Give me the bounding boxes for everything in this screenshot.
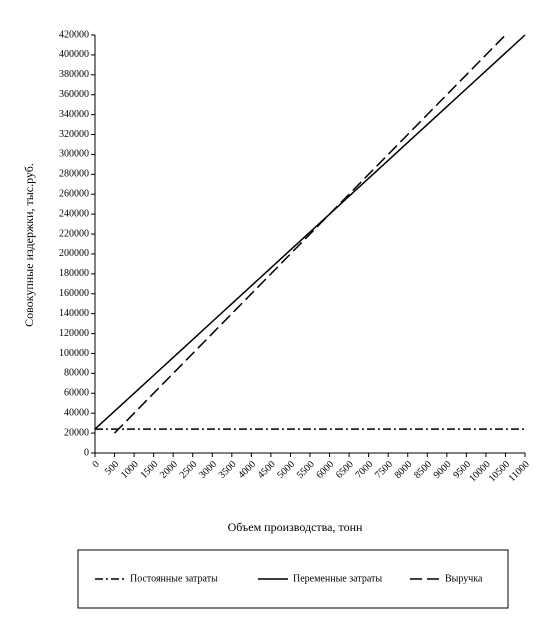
y-tick-label: 420000: [59, 29, 89, 40]
y-tick-label: 120000: [59, 328, 89, 339]
y-tick-label: 260000: [59, 189, 89, 200]
x-tick-label: 4500: [256, 459, 278, 481]
legend-label: Выручка: [445, 573, 483, 584]
legend-label: Постоянные затраты: [130, 573, 218, 584]
x-tick-label: 7000: [353, 459, 375, 481]
x-tick-label: 1500: [138, 459, 160, 481]
x-tick-label: 5500: [295, 459, 317, 481]
x-tick-label: 0: [90, 459, 101, 470]
x-tick-label: 5000: [275, 459, 297, 481]
y-tick-label: 360000: [59, 89, 89, 100]
x-tick-label: 10500: [487, 459, 512, 484]
y-tick-label: 140000: [59, 308, 89, 319]
y-tick-label: 380000: [59, 69, 89, 80]
y-axis-title: Совокупные издержки, тыс.руб.: [22, 163, 36, 327]
x-tick-label: 1000: [119, 459, 141, 481]
x-tick-label: 2500: [178, 459, 200, 481]
x-tick-label: 7500: [373, 459, 395, 481]
y-tick-label: 320000: [59, 129, 89, 140]
y-tick-label: 300000: [59, 149, 89, 160]
x-axis-title: Объем производства, тонн: [228, 520, 363, 534]
x-tick-label: 8000: [393, 459, 415, 481]
y-tick-label: 220000: [59, 228, 89, 239]
x-tick-label: 10000: [467, 459, 492, 484]
x-tick-label: 2000: [158, 459, 180, 481]
y-tick-label: 200000: [59, 248, 89, 259]
y-tick-label: 100000: [59, 348, 89, 359]
x-tick-label: 9000: [432, 459, 454, 481]
x-tick-label: 6000: [314, 459, 336, 481]
y-tick-label: 20000: [64, 427, 89, 438]
y-tick-label: 240000: [59, 208, 89, 219]
x-tick-label: 4000: [236, 459, 258, 481]
y-tick-label: 280000: [59, 169, 89, 180]
y-tick-label: 60000: [64, 388, 89, 399]
legend-label: Переменные затраты: [293, 573, 382, 584]
x-tick-label: 3000: [197, 459, 219, 481]
series-line: [94, 34, 526, 430]
y-tick-label: 80000: [64, 368, 89, 379]
series-line: [114, 34, 506, 434]
y-tick-label: 40000: [64, 407, 89, 418]
legend-box: [77, 549, 509, 609]
y-tick-label: 180000: [59, 268, 89, 279]
y-tick-label: 0: [84, 447, 89, 458]
x-tick-label: 3500: [217, 459, 239, 481]
x-tick-label: 8500: [412, 459, 434, 481]
x-tick-label: 500: [103, 459, 121, 477]
x-tick-label: 6500: [334, 459, 356, 481]
y-tick-label: 340000: [59, 109, 89, 120]
y-tick-label: 160000: [59, 288, 89, 299]
x-tick-label: 11000: [507, 459, 532, 484]
y-tick-label: 400000: [59, 49, 89, 60]
